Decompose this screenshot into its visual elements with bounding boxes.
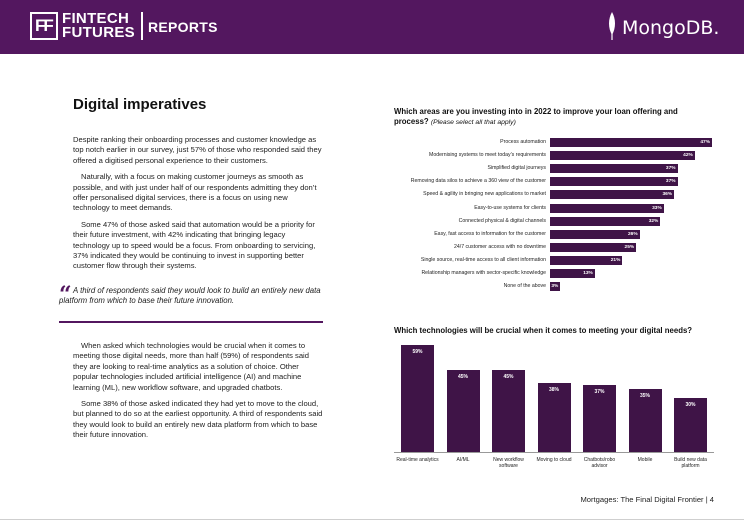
vbar-value-label: 30%	[685, 401, 696, 408]
hbar-category-label: Easy, fast access to information for the…	[434, 230, 546, 237]
hbar-row: 24/7 customer access with no downtime 25%	[394, 242, 714, 252]
hbar-category-label: Single source, real-time access to all c…	[420, 256, 546, 263]
hbar-row: Process automation 47%	[394, 137, 714, 147]
vbar-category-label: Build new data platform	[674, 457, 707, 469]
hbar-category-label: Process automation	[500, 139, 546, 145]
hbar-value-label: 3%	[551, 284, 559, 290]
hbar-bar: 37%	[550, 177, 678, 187]
paragraph-3: Some 47% of those asked said that automa…	[73, 219, 316, 271]
hbar-row: None of the above 3%	[394, 281, 714, 292]
vbar-bar: 37%	[583, 384, 616, 452]
hbar-value-label: 33%	[652, 205, 662, 211]
hbar-bar: 47%	[550, 138, 712, 147]
hbar-value-label: 26%	[628, 231, 638, 237]
vbar-category-label: AI/ML	[456, 457, 470, 463]
hbar-category-label: Removing data silos to achieve a 360 vie…	[410, 178, 546, 185]
hbar-row: Removing data silos to achieve a 360 vie…	[394, 176, 714, 187]
hbar-bar: 13%	[550, 269, 595, 278]
section-title: Digital imperatives	[73, 96, 207, 113]
vbar-value-label: 38%	[548, 387, 559, 394]
hbar-row: Simplified digital journeys 37%	[394, 163, 714, 174]
hbar-bar: 42%	[550, 151, 695, 161]
hbar-category-label: Modernising systems to meet today’s requ…	[429, 152, 546, 159]
partner-logo-text: MongoDB.	[622, 17, 720, 39]
page-footer: Mortgages: The Final Digital Frontier | …	[580, 495, 714, 504]
hbar-category-label: Connected physical & digital channels	[458, 217, 546, 224]
vbar-bar: 35%	[628, 388, 662, 452]
hbar-value-label: 42%	[683, 153, 693, 159]
footer-rule	[0, 519, 744, 520]
hbar-value-label: 36%	[662, 192, 673, 198]
vbar-category-label: Chatbots/robo advisor	[583, 457, 616, 469]
hbar-bar: 32%	[550, 216, 661, 226]
hbar-bar: 36%	[550, 190, 675, 200]
vbar-category-label: Real-time analytics	[396, 457, 439, 463]
vbar-bar: 45%	[492, 370, 525, 452]
hbar-value-label: 25%	[624, 244, 635, 250]
hbar-bar: 25%	[550, 242, 637, 252]
hbar-row: Easy-to-use systems for clients 33%	[394, 203, 714, 213]
hbar-bar: 3%	[550, 282, 561, 292]
chart-1-subtitle: (Please select all that apply)	[430, 119, 516, 126]
chart-2-baseline	[394, 452, 714, 453]
hbar-value-label: 32%	[648, 218, 659, 224]
hbar-row: Connected physical & digital channels 32%	[394, 216, 714, 226]
hbar-row: Speed & agility in bringing new applicat…	[394, 189, 714, 200]
hbar-category-label: Speed & agility in bringing new applicat…	[423, 191, 546, 198]
fintech-futures-logo-mark: FF	[30, 12, 58, 40]
vbar-value-label: 45%	[503, 374, 514, 381]
mongodb-leaf-icon	[609, 12, 615, 40]
hbar-row: Easy, fast access to information for the…	[394, 229, 714, 239]
hbar-value-label: 47%	[700, 140, 710, 145]
hbar-value-label: 21%	[610, 257, 621, 263]
brand-separator	[141, 12, 143, 40]
chart-1-title-block: Which areas are you investing into in 20…	[394, 107, 714, 128]
vbar-value-label: 37%	[594, 388, 605, 395]
chart-1-title: Which areas are you investing into in 20…	[394, 107, 678, 126]
vbar-bar: 38%	[537, 383, 571, 452]
chart-2-title: Which technologies will be crucial when …	[394, 326, 693, 335]
paragraph-4: When asked which technologies would be c…	[73, 340, 309, 392]
vbar-value-label: 35%	[639, 392, 650, 399]
brand-line-2: FUTURES	[62, 24, 135, 41]
hbar-bar: 37%	[550, 164, 678, 174]
section-label: REPORTS	[148, 19, 218, 35]
vbar-category-label: Mobile	[637, 457, 653, 463]
quote-mark-icon: “	[59, 281, 72, 308]
hbar-row: Single source, real-time access to all c…	[394, 255, 714, 265]
vbar-bar: 59%	[401, 345, 434, 452]
article-column: Digital imperatives Despite ranking thei…	[59, 96, 323, 447]
vbar-category-label: Moving to cloud	[536, 457, 572, 463]
hbar-value-label: 37%	[665, 166, 676, 172]
vbar-bar: 45%	[446, 370, 480, 452]
hbar-category-label: Relationship managers with sector-specif…	[421, 270, 546, 276]
vbar-bar: 30%	[674, 397, 707, 452]
paragraph-1: Despite ranking their onboarding process…	[73, 135, 322, 165]
hbar-row: Modernising systems to meet today’s requ…	[394, 150, 714, 161]
hbar-category-label: Easy-to-use systems for clients	[474, 204, 546, 211]
vbar-category-label: New workflow software	[493, 457, 524, 469]
hbar-value-label: 37%	[665, 179, 676, 185]
vbar-value-label: 59%	[412, 349, 423, 355]
hbar-category-label: 24/7 customer access with no downtime	[454, 243, 546, 250]
pull-quote: “ A third of respondents said they would…	[59, 282, 323, 308]
vbar-value-label: 45%	[457, 374, 468, 381]
hbar-category-label: Simplified digital journeys	[487, 165, 546, 172]
hbar-category-label: None of the above	[503, 283, 546, 290]
hbar-row: Relationship managers with sector-specif…	[394, 268, 714, 278]
quote-divider	[59, 320, 323, 323]
hbar-value-label: 13%	[583, 271, 593, 276]
brand-name: FINTECH FUTURES	[62, 10, 135, 41]
hbar-bar: 26%	[550, 229, 640, 239]
paragraph-5: Some 38% of those asked indicated they h…	[73, 398, 323, 440]
page-header: FF FINTECH FUTURES REPORTS MongoDB.	[0, 0, 744, 54]
brand-line-1: FINTECH	[62, 10, 130, 27]
hbar-bar: 33%	[550, 203, 664, 213]
pull-quote-text: A third of respondents said they would l…	[59, 285, 321, 306]
paragraph-2: Naturally, with a focus on making custom…	[73, 172, 317, 213]
hbar-bar: 21%	[550, 255, 623, 265]
